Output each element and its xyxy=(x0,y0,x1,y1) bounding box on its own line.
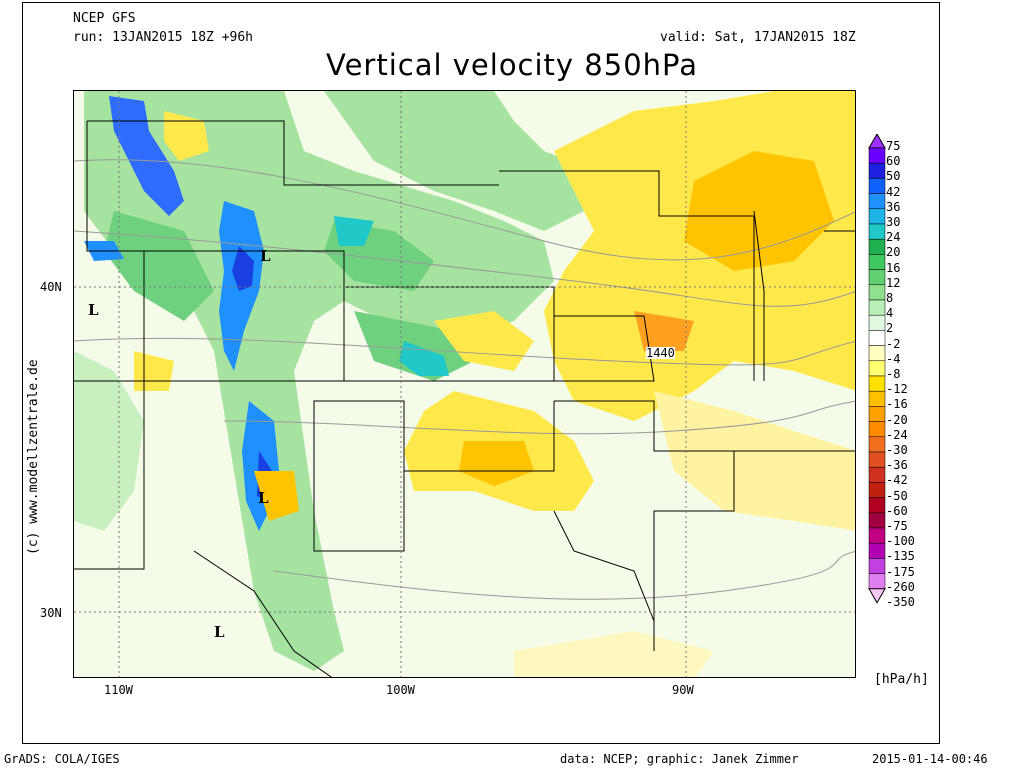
scale-arrow-bottom xyxy=(868,588,886,604)
scale-swatch xyxy=(868,406,886,422)
scale-swatch xyxy=(868,345,886,362)
scale-tick-label: -100 xyxy=(886,534,915,549)
scale-tick-label: -75 xyxy=(886,519,908,533)
scale-swatch xyxy=(868,162,886,179)
scale-tick-label: 4 xyxy=(886,306,894,321)
scale-tick-label: -20 xyxy=(886,412,908,427)
scale-swatch xyxy=(868,466,886,483)
run-time: run: 13JAN2015 18Z +96h xyxy=(73,30,254,45)
scale-swatch xyxy=(868,223,886,240)
scale-tick-label: -2 xyxy=(886,336,901,351)
contour-label-1440: 1440 xyxy=(646,346,675,360)
scale-tick-label: 60 xyxy=(886,154,901,169)
scale-swatch xyxy=(868,314,886,331)
scale-swatch xyxy=(868,558,886,574)
scale-tick-label: 12 xyxy=(886,275,901,290)
scale-swatch xyxy=(868,436,886,453)
scale-swatch xyxy=(868,269,886,286)
scale-swatch xyxy=(868,451,886,468)
lon-label-110w: 110W xyxy=(104,683,133,697)
low-pressure-marker: L xyxy=(260,247,271,265)
lat-label-40n: 40N xyxy=(40,280,62,294)
valid-time: valid: Sat, 17JAN2015 18Z xyxy=(660,30,856,45)
scale-tick-label: 30 xyxy=(886,215,901,229)
credit-text: (c) www.modellzentrale.de xyxy=(26,359,41,555)
color-scale xyxy=(868,134,886,630)
scale-tick-label: 16 xyxy=(886,260,901,275)
scale-swatch xyxy=(868,299,886,316)
color-scale-bar xyxy=(868,134,886,604)
scale-tick-label: -4 xyxy=(886,351,901,366)
footer-timestamp: 2015-01-14-00:46 xyxy=(872,752,988,766)
scale-tick-label: -24 xyxy=(886,427,908,442)
scale-swatch xyxy=(868,527,886,544)
vertical-velocity-field xyxy=(74,91,855,677)
scale-swatch xyxy=(868,482,886,498)
scale-tick-label: -8 xyxy=(886,367,901,381)
scale-unit: [hPa/h] xyxy=(874,672,929,687)
scale-arrow-top xyxy=(868,134,886,149)
model-name: NCEP GFS xyxy=(73,11,136,26)
scale-swatch xyxy=(868,284,886,301)
scale-swatch xyxy=(868,390,886,407)
scale-swatch xyxy=(868,178,886,194)
scale-swatch xyxy=(868,497,886,514)
low-pressure-marker: L xyxy=(88,301,99,319)
scale-tick-label: -36 xyxy=(886,458,908,473)
scale-tick-label: -260 xyxy=(886,579,915,594)
scale-swatch xyxy=(868,254,886,270)
scale-tick-label: 50 xyxy=(886,169,901,184)
scale-swatch xyxy=(868,360,886,377)
scale-tick-label: 75 xyxy=(886,139,901,153)
scale-tick-label: -135 xyxy=(886,549,915,564)
scale-tick-label: 36 xyxy=(886,199,901,214)
scale-tick-label: -16 xyxy=(886,397,908,412)
scale-tick-label: -60 xyxy=(886,503,908,518)
forecast-map: 1440 L L L L xyxy=(73,90,856,678)
lat-label-30n: 30N xyxy=(40,606,62,620)
scale-swatch xyxy=(868,147,886,164)
low-pressure-marker: L xyxy=(214,623,225,641)
lon-label-100w: 100W xyxy=(386,683,415,697)
scale-tick-label: 2 xyxy=(886,321,894,336)
scale-swatch xyxy=(868,573,886,590)
scale-tick-label: -350 xyxy=(886,595,915,609)
plot-frame xyxy=(22,2,940,744)
scale-swatch xyxy=(868,208,886,225)
scale-swatch xyxy=(868,512,886,529)
lon-label-90w: 90W xyxy=(672,683,694,697)
scale-tick-label: -42 xyxy=(886,473,908,488)
scale-swatch xyxy=(868,330,886,346)
low-pressure-marker: L xyxy=(258,489,269,507)
map-title: Vertical velocity 850hPa xyxy=(325,48,698,82)
scale-swatch xyxy=(868,193,886,210)
scale-tick-label: 42 xyxy=(886,184,901,199)
scale-tick-label: -30 xyxy=(886,443,908,457)
scale-tick-label: -50 xyxy=(886,488,908,503)
scale-tick-label: 24 xyxy=(886,230,901,245)
footer-credits: data: NCEP; graphic: Janek Zimmer xyxy=(560,752,799,766)
scale-swatch xyxy=(868,238,886,255)
scale-tick-label: 8 xyxy=(886,291,894,305)
scale-swatch xyxy=(868,375,886,392)
scale-tick-label: 20 xyxy=(886,245,901,260)
footer-software: GrADS: COLA/IGES xyxy=(4,752,120,766)
scale-tick-label: -175 xyxy=(886,564,915,579)
scale-tick-label: -12 xyxy=(886,382,908,397)
scale-swatch xyxy=(868,542,886,559)
scale-swatch xyxy=(868,421,886,438)
